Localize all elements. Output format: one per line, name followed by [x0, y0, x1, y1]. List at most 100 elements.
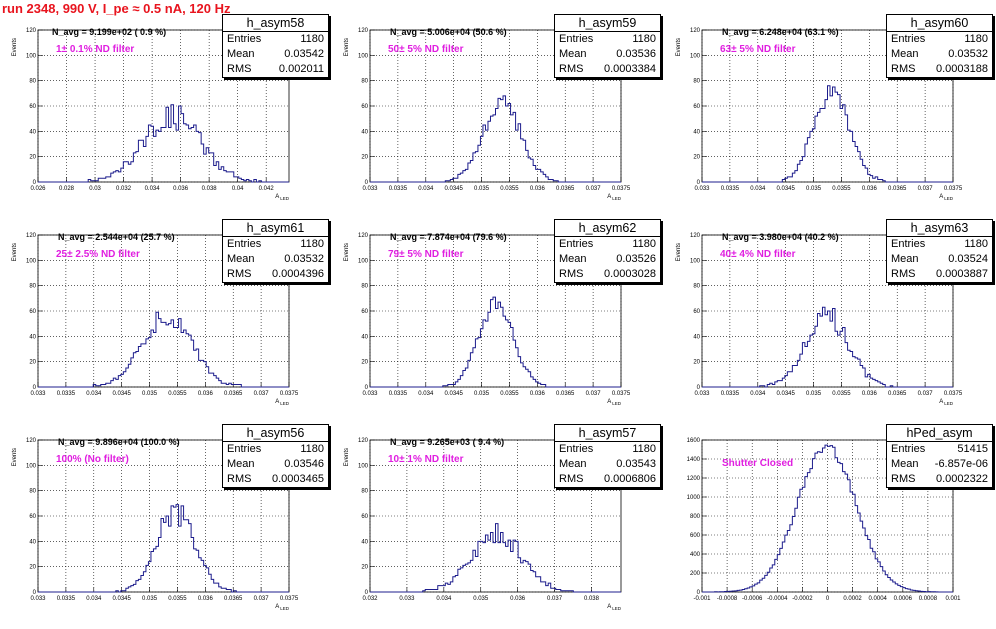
y-tick-label: 40: [361, 129, 368, 135]
stats-value: 1180: [300, 238, 324, 250]
x-tick-label: 0.038: [584, 596, 600, 602]
x-tick-label: 0.001: [945, 596, 961, 602]
stats-box: h_asym63 Entries 1180 Mean 0.03524 RMS 0.00038…: [886, 219, 993, 283]
histogram-plot: 0.033 0.0335 0.034 0.0345 0.035 0.0355 0.036 0.…: [676, 28, 963, 201]
y-tick-label: 80: [361, 284, 368, 290]
y-tick-label: 60: [693, 104, 700, 110]
x-axis-title: ALED: [939, 399, 954, 406]
x-tick-label: 0.03: [89, 186, 101, 192]
stats-value: 0.0003887: [936, 268, 988, 280]
stats-label: Mean: [227, 458, 255, 470]
stats-row: Mean 0.03526: [555, 252, 660, 267]
x-tick-label: 0.037: [254, 596, 270, 602]
stats-row: Mean 0.03543: [555, 457, 660, 472]
x-tick-label: 0.036: [510, 596, 526, 602]
x-tick-label: 0.035: [474, 391, 490, 397]
stats-label: Entries: [227, 238, 262, 250]
x-tick-label: 0.036: [173, 186, 189, 192]
x-tick-label: 0.0375: [280, 391, 299, 397]
y-tick-label: 1400: [687, 457, 701, 463]
y-tick-label: 120: [358, 438, 369, 444]
x-tick-label: 0.034: [418, 186, 434, 192]
histogram-panel: 0.026 0.028 0.03 0.032 0.034 0.036 0.038 0.04 0.…: [0, 12, 332, 219]
y-tick-label: 20: [361, 565, 368, 571]
x-tick-label: 0.036: [862, 391, 878, 397]
y-tick-label: 100: [26, 53, 37, 59]
x-tick-label: 0.034: [436, 596, 452, 602]
x-tick-label: 0.0345: [776, 391, 795, 397]
y-tick-label: 100: [690, 258, 701, 264]
stats-value: 0.0003465: [272, 473, 324, 485]
x-tick-label: 0.035: [142, 596, 158, 602]
y-tick-label: 60: [361, 309, 368, 315]
y-tick-label: 20: [29, 360, 36, 366]
histogram-series: [38, 311, 289, 388]
x-tick-label: 0.034: [750, 391, 766, 397]
x-tick-label: -0.0008: [717, 596, 738, 602]
x-axis-title: ALED: [275, 604, 290, 611]
n-avg-label: N_avg = 9.265e+03 ( 9.4 %): [390, 437, 505, 447]
stats-box: h_asym62 Entries 1180 Mean 0.03526 RMS 0.00030…: [554, 219, 661, 283]
histogram-plot: 0.033 0.0335 0.034 0.0345 0.035 0.0355 0.036 0.…: [12, 233, 299, 406]
x-tick-label: 0.0006: [894, 596, 913, 602]
stats-label: Entries: [227, 443, 262, 455]
x-tick-label: 0.034: [750, 186, 766, 192]
histogram-panel: 0.033 0.0335 0.034 0.0345 0.035 0.0355 0.036 0.…: [664, 217, 996, 424]
x-tick-label: 0.0345: [776, 186, 795, 192]
n-avg-label: N_avg = 6.248e+04 (63.1 %): [722, 27, 839, 37]
y-axis-title: Events: [12, 243, 18, 261]
x-tick-label: 0.0335: [721, 186, 740, 192]
y-tick-label: 80: [361, 79, 368, 85]
y-axis-title: Events: [12, 448, 18, 466]
x-tick-label: 0.034: [418, 391, 434, 397]
stats-label: Mean: [559, 48, 587, 60]
x-axis-title: ALED: [275, 399, 290, 406]
y-tick-label: 120: [690, 233, 701, 239]
histogram-panel: 0.033 0.0335 0.034 0.0345 0.035 0.0355 0.036 0.…: [332, 217, 664, 424]
stats-value: 0.0003188: [936, 63, 988, 75]
y-tick-label: 80: [29, 489, 36, 495]
stats-value: 0.0004396: [272, 268, 324, 280]
stats-row: Entries 1180: [223, 32, 328, 47]
stats-label: Entries: [559, 33, 594, 45]
stats-label: RMS: [559, 63, 584, 75]
y-tick-label: 120: [358, 233, 369, 239]
y-tick-label: 1600: [687, 438, 701, 444]
y-tick-label: 0: [33, 180, 37, 186]
y-tick-label: 60: [693, 309, 700, 315]
y-tick-label: 0: [365, 590, 369, 596]
x-tick-label: 0.035: [473, 596, 489, 602]
stats-value: 1180: [632, 238, 656, 250]
stats-box: h_asym60 Entries 1180 Mean 0.03532 RMS 0.00031…: [886, 14, 993, 78]
x-tick-label: 0.0008: [919, 596, 938, 602]
x-tick-label: 0.0355: [168, 596, 187, 602]
filter-label: 40± 4% ND filter: [720, 249, 796, 260]
histogram-series: [38, 104, 289, 183]
n-avg-label: N_avg = 9.896e+04 (100.0 %): [58, 437, 180, 447]
stats-box: hPed_asym Entries 51415 Mean -6.857e-06 RMS 0.…: [886, 424, 993, 488]
histogram-plot: 0.033 0.0335 0.034 0.0345 0.035 0.0355 0.036 0.…: [676, 233, 963, 406]
histogram-plot: 0.026 0.028 0.03 0.032 0.034 0.036 0.038 0.04 0.…: [12, 28, 290, 201]
filter-label: Shutter Closed: [722, 458, 794, 469]
x-tick-label: 0.036: [862, 186, 878, 192]
y-tick-label: 1200: [687, 476, 701, 482]
y-tick-label: 80: [693, 284, 700, 290]
stats-row: Entries 1180: [223, 442, 328, 457]
x-tick-label: 0.0335: [389, 186, 408, 192]
stats-row: RMS 0.0003465: [223, 472, 328, 487]
filter-label: 25± 2.5% ND filter: [56, 249, 140, 260]
stats-label: Entries: [559, 238, 594, 250]
x-tick-label: 0.0375: [612, 391, 631, 397]
y-tick-label: 20: [29, 565, 36, 571]
x-tick-label: 0.042: [259, 186, 275, 192]
stats-value: 1180: [964, 238, 988, 250]
histogram-panel: 0.033 0.0335 0.034 0.0345 0.035 0.0355 0.036 0.…: [0, 422, 332, 629]
x-tick-label: 0.0355: [832, 186, 851, 192]
stats-label: Entries: [559, 443, 594, 455]
y-tick-label: 80: [693, 79, 700, 85]
stats-row: Mean 0.03532: [887, 47, 992, 62]
stats-label: RMS: [891, 268, 916, 280]
y-tick-label: 0: [697, 590, 701, 596]
y-tick-label: 100: [358, 53, 369, 59]
x-tick-label: 0.0345: [444, 186, 463, 192]
